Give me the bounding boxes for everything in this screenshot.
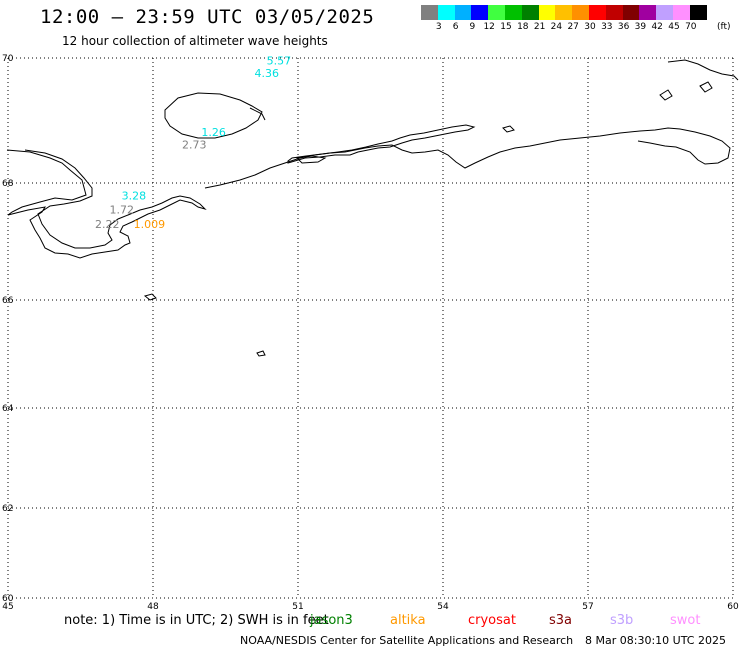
map-grid xyxy=(7,57,734,599)
lon-tick-label: 57 xyxy=(582,602,593,612)
wave-height-value: 2.73 xyxy=(182,139,207,152)
legend-swatch xyxy=(605,5,623,20)
legend-label: 12 xyxy=(483,22,495,32)
lon-tick-label: 51 xyxy=(292,602,303,612)
mission-cryosat: cryosat xyxy=(468,613,516,628)
legend-label: 9 xyxy=(469,22,476,32)
legend-swatch xyxy=(437,5,455,20)
legend-label: 6 xyxy=(452,22,459,32)
legend-label: 33 xyxy=(601,22,613,32)
footer-credit: NOAA/NESDIS Center for Satellite Applica… xyxy=(240,634,574,647)
coastline-novaya-zemlya xyxy=(667,59,739,81)
wave-height-value: 2.22 xyxy=(95,218,120,231)
island-vaygach xyxy=(659,89,673,101)
coastline-mainland xyxy=(204,127,731,189)
lat-tick-label: 62 xyxy=(2,504,13,514)
island-kolguev xyxy=(164,92,263,139)
legend-label: 27 xyxy=(567,22,579,32)
wave-height-map: 45 48 51 54 57 60 70 68 66 64 62 60 5.574.36 1.262.7… xyxy=(2,54,739,612)
island-kolguev-spit xyxy=(249,107,266,121)
lat-tick-label: 68 xyxy=(2,179,14,189)
legend-swatch xyxy=(421,5,438,20)
legend-swatch xyxy=(538,5,556,20)
legend-swatch xyxy=(622,5,640,20)
lon-tick-label: 60 xyxy=(727,602,739,612)
legend-swatch xyxy=(588,5,606,20)
island-small-north xyxy=(502,125,515,133)
coastline-kanin xyxy=(287,124,476,164)
mission-altika: altika xyxy=(390,613,426,628)
island-white-sea xyxy=(256,350,266,357)
mission-s3b: s3b xyxy=(610,613,634,628)
legend-swatch xyxy=(454,5,472,20)
footer-timestamp: 8 Mar 08:30:10 UTC 2025 xyxy=(585,634,726,647)
legend-label: 70 xyxy=(685,22,697,32)
lat-tick-label: 60 xyxy=(2,594,14,604)
mission-jason3: jason3 xyxy=(310,613,353,628)
axis-labels: 45 48 51 54 57 60 70 68 66 64 62 60 xyxy=(2,54,739,612)
wave-height-value: 1.009 xyxy=(134,218,166,231)
mission-s3a: s3a xyxy=(549,613,573,628)
wave-height-value: 4.36 xyxy=(255,67,280,80)
lon-tick-label: 45 xyxy=(2,602,13,612)
legend-swatch xyxy=(572,5,589,20)
legend-swatches xyxy=(421,5,740,20)
lat-tick-label: 64 xyxy=(2,404,14,414)
legend-swatch xyxy=(656,5,673,20)
wave-height-value: 1.72 xyxy=(110,203,135,216)
wave-height-value: 5.57 xyxy=(267,54,292,67)
wave-height-value: 3.28 xyxy=(122,189,147,202)
legend-swatch xyxy=(504,5,522,20)
coastline xyxy=(6,59,739,357)
footer-note: note: 1) Time is in UTC; 2) SWH is in fe… xyxy=(64,613,329,628)
island-small-east xyxy=(699,81,713,93)
legend-swatch xyxy=(639,5,657,20)
color-legend: 3 6 9 12 15 18 21 24 27 30 33 36 39 42 45 70 xyxy=(421,5,740,34)
lat-tick-label: 70 xyxy=(2,54,14,64)
wave-height-value: 1.26 xyxy=(201,126,226,139)
chart-subtitle: 12 hour collection of altimeter wave hei… xyxy=(62,34,328,48)
legend-label: 24 xyxy=(550,22,563,32)
legend-label: 21 xyxy=(533,22,546,32)
wave-height-labels: 5.574.36 1.262.73 3.281.72 2.22 1.009 xyxy=(95,54,291,231)
legend-label: 36 xyxy=(617,22,630,32)
legend-swatch xyxy=(672,5,690,20)
legend-labels: 3 6 9 12 15 18 21 24 27 30 33 36 39 42 45 70 xyxy=(421,22,740,34)
island-morzhovets xyxy=(143,293,157,301)
legend-label: 18 xyxy=(517,22,529,32)
legend-swatch xyxy=(521,5,539,20)
legend-label: 42 xyxy=(651,22,663,32)
lon-tick-label: 48 xyxy=(147,602,159,612)
lat-tick-label: 66 xyxy=(2,296,14,306)
legend-unit: (ft) xyxy=(717,22,731,32)
lon-tick-label: 54 xyxy=(437,602,449,612)
legend-label: 15 xyxy=(500,22,512,32)
legend-label: 30 xyxy=(584,22,596,32)
island-small-channel xyxy=(295,155,327,164)
coastline-kola xyxy=(6,149,207,259)
legend-label: 3 xyxy=(435,22,442,32)
legend-swatch xyxy=(471,5,489,20)
legend-label: 45 xyxy=(668,22,680,32)
mission-swot: swot xyxy=(670,613,701,628)
chart-title: 12:00 — 23:59 UTC 03/05/2025 xyxy=(40,6,375,28)
legend-swatch xyxy=(555,5,573,20)
legend-label: 39 xyxy=(634,22,647,32)
legend-swatch xyxy=(689,5,707,20)
legend-swatch xyxy=(488,5,505,20)
